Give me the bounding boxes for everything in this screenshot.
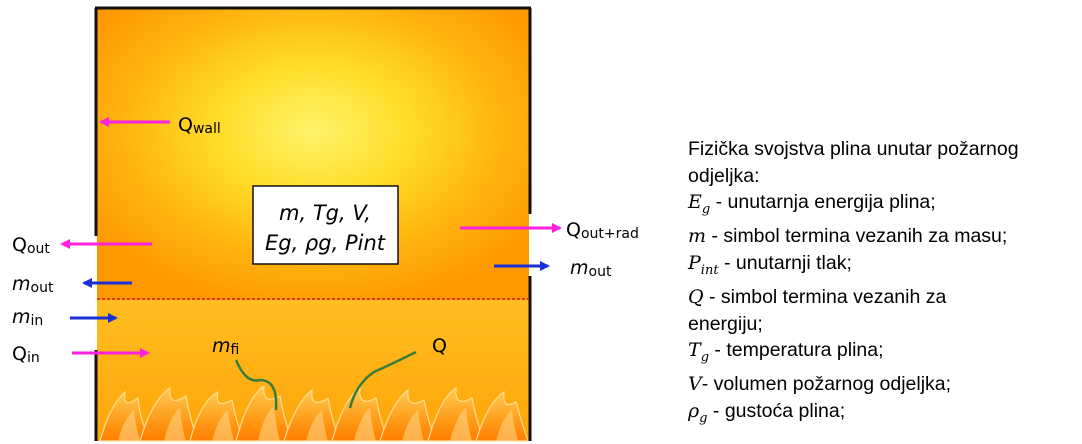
legend-symbol: ρg bbox=[688, 399, 708, 426]
state-box-line-1: m, Tg, V, bbox=[279, 201, 371, 225]
legend-symbol: m bbox=[688, 225, 707, 248]
legend-item-text: - temperatura plina; bbox=[709, 339, 884, 362]
legend-item: Q - simbol termina vezanih za bbox=[688, 284, 1078, 311]
m-in-label: min bbox=[12, 306, 43, 329]
legend-symbol: Q bbox=[688, 286, 704, 309]
legend-item: V- volumen požarnog odjeljka; bbox=[688, 371, 1078, 398]
legend-symbol: Eg bbox=[688, 191, 711, 217]
q-out-rad-label: Qout+rad bbox=[566, 219, 639, 242]
q-out-label: Qout bbox=[12, 234, 50, 257]
flame-cores bbox=[118, 406, 518, 441]
legend-symbol: Pint bbox=[688, 251, 719, 278]
q-label: Q bbox=[432, 335, 447, 357]
legend-item-text: - unutarnja energija plina; bbox=[710, 191, 936, 213]
legend-item: Tg - temperatura plina; bbox=[688, 337, 1078, 371]
state-box-line-2: Eg, ρg, Pint bbox=[265, 231, 386, 255]
q-in-label: Qin bbox=[12, 343, 40, 366]
legend-item: Eg - unutarnja energija plina; bbox=[688, 189, 1078, 223]
fuel-mass-plume-line bbox=[234, 359, 278, 411]
legend-item-text: - simbol termina vezanih za bbox=[703, 286, 947, 309]
legend-item-text: - unutarnji tlak; bbox=[718, 251, 852, 274]
flames bbox=[99, 384, 529, 442]
legend-item-text: - gustoća plina; bbox=[707, 399, 846, 422]
legend-item: ρg - gustoća plina; bbox=[688, 398, 1078, 432]
legend-symbol: V bbox=[688, 373, 702, 396]
legend: Fizička svojstva plina unutar požarnog o… bbox=[688, 136, 1078, 432]
legend-item-text: - simbol termina vezanih za masu; bbox=[706, 225, 1008, 248]
legend-item-continuation: energiju; bbox=[688, 312, 763, 335]
heat-plume-line bbox=[348, 350, 417, 409]
gas-state-box bbox=[252, 185, 399, 265]
legend-intro-line-1: Fizička svojstva plina unutar požarnog bbox=[688, 138, 1019, 160]
m-out-right-label: mout bbox=[570, 257, 612, 280]
fire-compartment-diagram: m, Tg, V, Eg, ρg, Pint Qwall Qout mout m… bbox=[12, 6, 639, 442]
m-out-left-label: mout bbox=[12, 273, 54, 296]
legend-symbol: Tg bbox=[688, 339, 710, 365]
legend-item: Pint - unutarnji tlak; bbox=[688, 250, 1078, 284]
legend-item-text: - volumen požarnog odjeljka; bbox=[701, 373, 952, 396]
legend-intro-line-2: odjeljka: bbox=[688, 164, 760, 187]
legend-item: m - simbol termina vezanih za masu; bbox=[688, 223, 1078, 250]
compartment-walls bbox=[94, 6, 532, 441]
